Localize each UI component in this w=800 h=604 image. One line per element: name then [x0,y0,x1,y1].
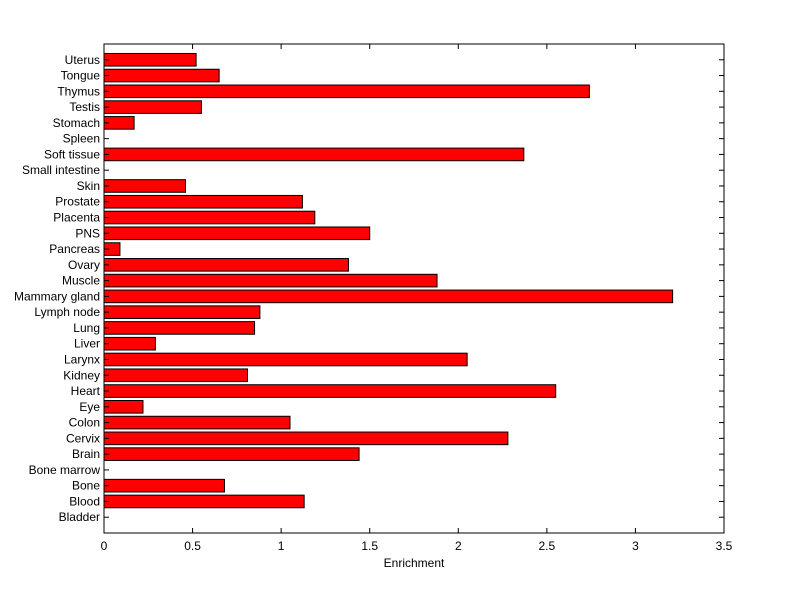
y-tick-label: Pancreas [49,242,100,256]
y-tick-label: Thymus [57,84,100,98]
bar-bone [103,478,225,493]
x-tick-label: 2 [455,539,462,553]
y-tick-label: Colon [69,416,100,430]
x-tick-label: 2.5 [539,539,556,553]
bar-lung [103,321,256,335]
y-tick-label: Kidney [63,368,100,382]
y-tick-label: Prostate [55,195,100,209]
bar-kidney [103,368,248,383]
bar-blood [103,494,305,509]
y-tick-label: Placenta [53,211,100,225]
y-tick-label: Tongue [61,69,101,83]
bar-liver [103,336,156,351]
y-tick-label: Bladder [59,510,100,524]
bar-skin [103,179,186,193]
y-tick-label: Heart [71,384,101,398]
x-tick-label: 0.5 [184,539,201,553]
bar-pns [103,226,371,241]
y-tick-label: Liver [74,337,100,351]
y-tick-label: Spleen [63,132,100,146]
ticks-layer [103,44,725,533]
y-tick-label: Bone [72,479,100,493]
x-tick-label: 3.5 [716,539,733,553]
y-tick-label: Lymph node [34,305,100,319]
bar-testis [103,100,202,114]
bar-soft-tissue [103,147,525,162]
bar-heart [103,384,557,398]
bar-brain [103,447,360,461]
y-tick-label: Testis [69,100,100,114]
y-tick-label: Bone marrow [29,463,101,477]
bar-ovary [103,258,349,272]
y-tick-label: Ovary [68,258,100,272]
y-tick-label: Soft tissue [44,147,100,161]
bar-placenta [103,210,316,225]
bar-cervix [103,431,509,446]
x-axis-label: Enrichment [384,556,445,570]
bar-uterus [103,52,197,67]
bar-eye [103,399,144,414]
y-tick-label: Uterus [65,53,100,67]
bar-lymph-node [103,305,261,319]
y-tick-label: Stomach [53,116,100,130]
bars-layer [103,52,674,509]
x-tick-label: 1.5 [361,539,378,553]
bar-mammary-gland [103,289,674,304]
bar-tongue [103,68,220,83]
bar-larynx [103,352,468,367]
y-tick-label: Lung [73,321,100,335]
y-tick-label: Mammary gland [14,289,100,303]
x-tick-label: 0 [101,539,108,553]
y-tick-label: Eye [79,400,100,414]
y-tick-label: Small intestine [22,163,100,177]
bar-muscle [103,273,438,288]
y-tick-label: PNS [75,226,100,240]
bar-colon [103,415,291,430]
x-tick-label: 1 [278,539,285,553]
plot-frame [103,43,725,534]
y-tick-label: Blood [69,494,100,508]
bar-thymus [103,84,590,99]
y-tick-label: Brain [72,447,100,461]
y-tick-label: Larynx [64,352,100,366]
y-tick-label: Skin [77,179,100,193]
x-tick-label: 3 [632,539,639,553]
bar-prostate [103,194,303,209]
y-tick-label: Cervix [66,431,100,445]
y-tick-label: Muscle [62,274,100,288]
